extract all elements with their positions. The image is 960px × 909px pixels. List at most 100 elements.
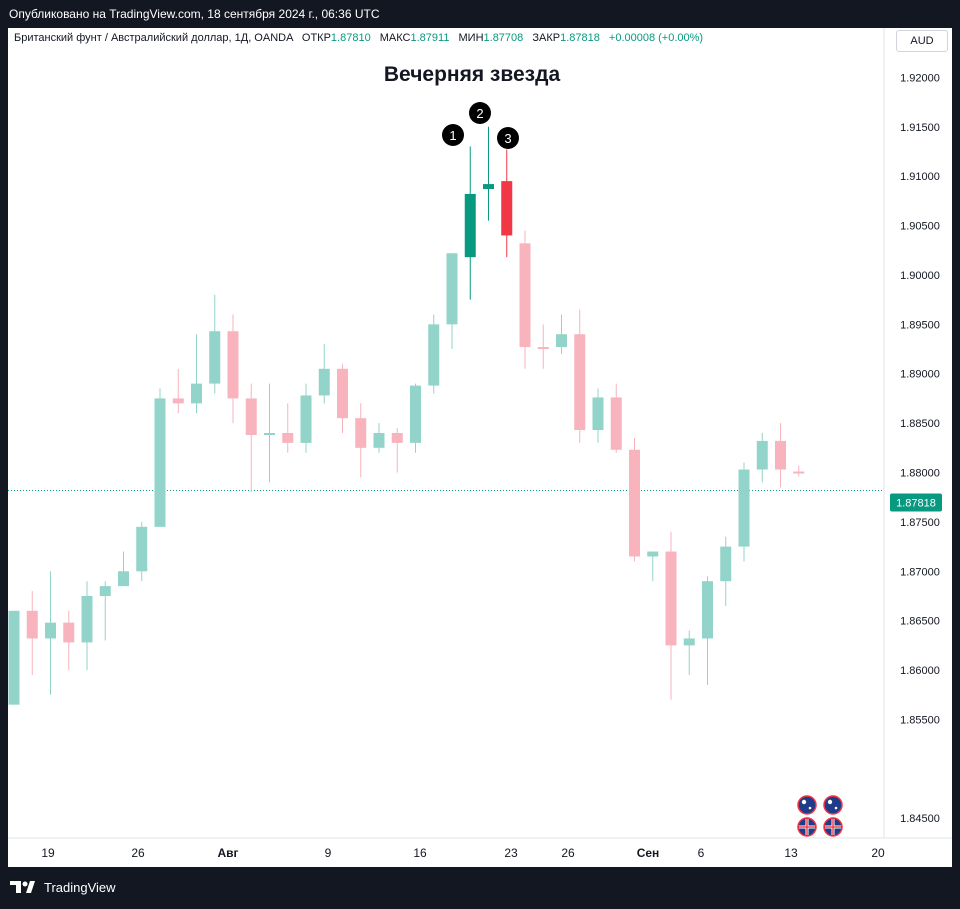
marker-1-label: 1 [449,128,456,143]
low-label: МИН [458,32,484,44]
price-tick-label: 1.88500 [900,418,940,430]
candle-body [355,418,367,448]
price-tick-label: 1.84500 [900,813,940,825]
candle-body [428,324,440,386]
candle-body [775,440,786,470]
last-price-label: 1.87818 [896,497,936,509]
candle-body [519,243,531,348]
high-value: 1.87911 [410,32,450,44]
candle-body [738,469,750,547]
low-value: 1.87708 [483,32,524,44]
open-value: 1.87810 [330,32,371,44]
price-tick-label: 1.90500 [900,221,940,233]
candle-body [592,397,604,431]
price-tick-label: 1.89000 [900,369,940,381]
candle-body [209,331,221,384]
time-tick-label: 20 [871,846,885,860]
price-tick-label: 1.91500 [900,122,940,134]
chart-panel[interactable]: 1.92000 1.91500 1.91000 1.90500 1.90000 1.895… [8,28,952,867]
price-axis: 1.92000 1.91500 1.91000 1.90500 1.90000 1.895… [900,72,940,825]
candle-body [318,368,330,396]
footer: TradingView [0,867,960,909]
price-tick-label: 1.91000 [900,171,940,183]
tradingview-logo[interactable]: TradingView [10,879,116,895]
time-tick-label: Сен [637,846,660,860]
time-tick-label: 6 [698,846,705,860]
symbol-name: Британский фунт / Австралийский доллар, … [14,32,293,44]
candle-body [118,571,129,587]
candle-body [136,526,148,572]
candle-body [282,433,294,443]
high-label: МАКС [379,32,411,44]
australia-flag-icon[interactable] [797,795,817,815]
candle-body [464,193,476,258]
time-axis: 19 26 Авг 9 16 23 26 Сен 6 13 20 [41,846,885,860]
candle-body [483,184,494,190]
candle-body [683,638,695,646]
event-flags[interactable] [797,795,843,837]
price-tick-label: 1.87000 [900,566,940,578]
candle-body [300,395,312,443]
close-value: 1.87818 [560,32,600,44]
candle-body [26,610,38,639]
candle-body [702,581,713,639]
time-tick-label: 16 [413,846,427,860]
close-label: ЗАКР [532,32,561,44]
time-tick-label: 9 [325,846,332,860]
candle-body [610,397,622,450]
time-tick-label: 13 [784,846,798,860]
candle-body [245,398,257,435]
candle-body [45,622,56,639]
chart-title: Вечерняя звезда [384,63,561,86]
time-tick-label: 19 [41,846,55,860]
time-tick-label: 26 [131,846,145,860]
price-tick-label: 1.86000 [900,665,940,677]
candle-body [793,471,805,474]
candles-group [8,126,805,705]
candle-body [264,433,275,435]
candle-body [446,253,458,325]
candle-body [501,181,513,236]
candle-body [172,398,184,404]
candle-body [410,385,421,443]
marker-3-label: 3 [504,131,511,146]
change-value: +0.00008 (+0.00%) [608,32,704,44]
candle-body [574,334,586,431]
price-tick-label: 1.88000 [900,468,940,480]
marker-2-label: 2 [476,106,483,121]
price-tick-label: 1.90000 [900,270,940,282]
chart-svg[interactable]: 1.92000 1.91500 1.91000 1.90500 1.90000 1.895… [8,28,952,867]
candle-body [665,551,677,646]
australia-flag-icon[interactable] [823,795,843,815]
candle-body [373,433,385,448]
tradingview-logo-icon [10,881,35,893]
publish-header: Опубликовано на TradingView.com, 18 сент… [0,0,960,28]
price-tick-label: 1.89500 [900,319,940,331]
currency-button[interactable]: AUD [896,30,948,52]
brand-name: TradingView [44,879,116,895]
uk-flag-icon[interactable] [797,817,817,837]
candle-body [629,449,640,557]
publish-info: Опубликовано на TradingView.com, 18 сент… [9,7,380,21]
candle-body [154,398,166,527]
candle-body [81,595,93,643]
candle-body [337,368,348,419]
candle-body [99,586,111,596]
price-tick-label: 1.92000 [900,72,940,84]
candle-body [537,347,549,350]
symbol-legend: Британский фунт / Австралийский доллар, … [14,32,703,44]
candle-body [720,546,732,582]
time-tick-label: 23 [504,846,518,860]
time-tick-label: 26 [561,846,575,860]
candle-body [391,433,403,443]
candle-body [227,331,239,399]
marker-3: 3 [497,127,519,149]
open-label: ОТКР [301,32,331,44]
price-tick-label: 1.86500 [900,616,940,628]
candle-body [8,610,20,705]
uk-flag-icon[interactable] [823,817,843,837]
marker-1: 1 [442,124,464,146]
marker-2: 2 [469,102,491,124]
candle-body [647,551,659,557]
candle-body [556,334,567,348]
